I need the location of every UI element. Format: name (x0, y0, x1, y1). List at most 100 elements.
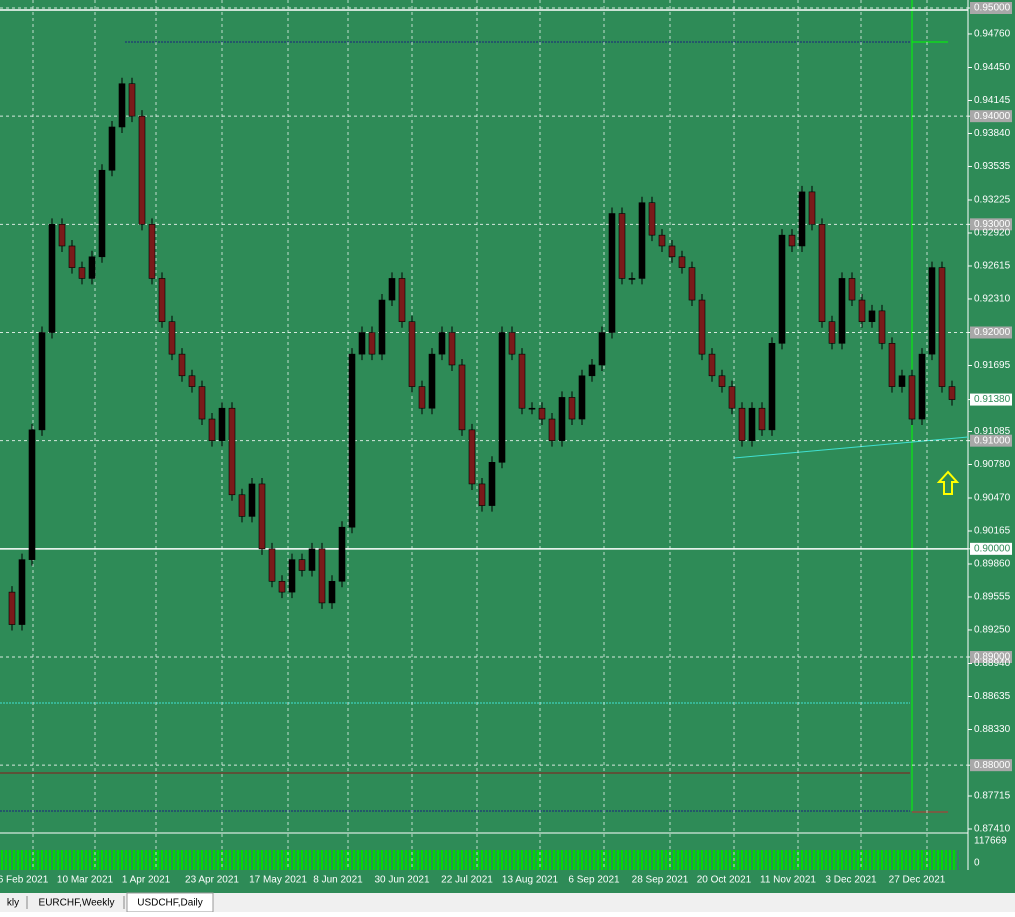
price-label: 0.94760 (974, 29, 1011, 40)
price-box (970, 326, 1012, 339)
candle (88, 256, 96, 279)
price-label: 0.90780 (974, 459, 1011, 470)
candle (138, 115, 146, 225)
price-label: 0.90000 (974, 543, 1011, 554)
candle (508, 332, 516, 355)
candle (338, 526, 346, 582)
candle (488, 462, 496, 506)
date-label: 6 Sep 2021 (568, 875, 620, 886)
candle (828, 321, 836, 344)
candle (38, 332, 46, 431)
tab[interactable] (0, 895, 26, 911)
candle (688, 267, 696, 301)
candle (388, 278, 396, 301)
candle (668, 245, 676, 258)
candle (528, 407, 536, 410)
price-label: 0.92920 (974, 228, 1011, 239)
candle (818, 224, 826, 322)
candle (768, 343, 776, 431)
candle (128, 83, 136, 117)
candle (278, 580, 286, 593)
price-label: 0.88330 (974, 724, 1011, 735)
candle (288, 559, 296, 593)
price-label: 0.88635 (974, 691, 1011, 702)
volume-label: 117669 (974, 836, 1007, 847)
candle (498, 332, 506, 463)
candle (258, 483, 266, 550)
candle (48, 224, 56, 333)
candle (378, 299, 386, 355)
candle (918, 353, 926, 420)
candle (238, 494, 246, 517)
candle (148, 224, 156, 279)
candle (848, 278, 856, 301)
date-label: 20 Oct 2021 (697, 875, 752, 886)
candle (478, 483, 486, 506)
tab-label[interactable]: kly (7, 898, 19, 909)
candle (588, 364, 596, 377)
candle (298, 559, 306, 571)
price-label: 0.94000 (974, 111, 1011, 122)
candle (558, 397, 566, 441)
trend-line (733, 436, 969, 459)
price-box (970, 218, 1012, 231)
candle (398, 278, 406, 322)
candle (18, 559, 26, 625)
candle (58, 224, 66, 247)
price-box (970, 2, 1012, 14)
tab[interactable] (30, 895, 123, 911)
candle (358, 332, 366, 355)
candle (458, 364, 466, 431)
candle (168, 321, 176, 355)
price-label: 0.92615 (974, 261, 1011, 272)
candle (568, 397, 576, 420)
tab-label[interactable]: USDCHF,Daily (137, 898, 203, 909)
candle (68, 245, 76, 268)
candle (728, 386, 736, 409)
candle (908, 375, 916, 420)
candle (838, 278, 846, 344)
candle (898, 375, 906, 387)
candle (8, 591, 16, 625)
candle (188, 375, 196, 387)
price-label: 0.89555 (974, 592, 1011, 603)
candle (778, 234, 786, 344)
price-box (970, 393, 1012, 406)
price-box (970, 759, 1012, 772)
candle (808, 191, 816, 225)
price-label: 0.90165 (974, 526, 1011, 537)
price-label: 0.91380 (974, 394, 1011, 405)
candle (308, 548, 316, 571)
candle (888, 343, 896, 387)
candle (428, 353, 436, 409)
tab-bar (0, 893, 1015, 912)
candle (328, 580, 336, 604)
price-label: 0.92000 (974, 327, 1011, 338)
candle (578, 375, 586, 420)
price-label: 0.87715 (974, 791, 1011, 802)
price-label: 0.93535 (974, 161, 1011, 172)
candle (948, 386, 956, 400)
candle (698, 299, 706, 355)
price-label: 0.94450 (974, 62, 1011, 73)
candle (608, 213, 616, 333)
candle (868, 310, 876, 322)
candle (448, 332, 456, 366)
candle (648, 202, 656, 236)
price-box (970, 651, 1012, 664)
price-label: 0.90470 (974, 493, 1011, 504)
date-label: 1 Apr 2021 (122, 875, 171, 886)
date-label: 10 Mar 2021 (57, 875, 114, 886)
date-label: 13 Aug 2021 (502, 875, 559, 886)
candle (408, 321, 416, 387)
candle (228, 407, 236, 496)
candle (108, 126, 116, 171)
tab-label[interactable]: EURCHF,Weekly (39, 898, 115, 909)
price-label: 0.89000 (974, 652, 1011, 663)
candle (28, 429, 36, 560)
price-label: 0.93000 (974, 219, 1011, 230)
price-label: 0.93840 (974, 128, 1011, 139)
candle (758, 407, 766, 431)
date-label: 11 Nov 2021 (760, 875, 816, 886)
candle (438, 332, 446, 355)
